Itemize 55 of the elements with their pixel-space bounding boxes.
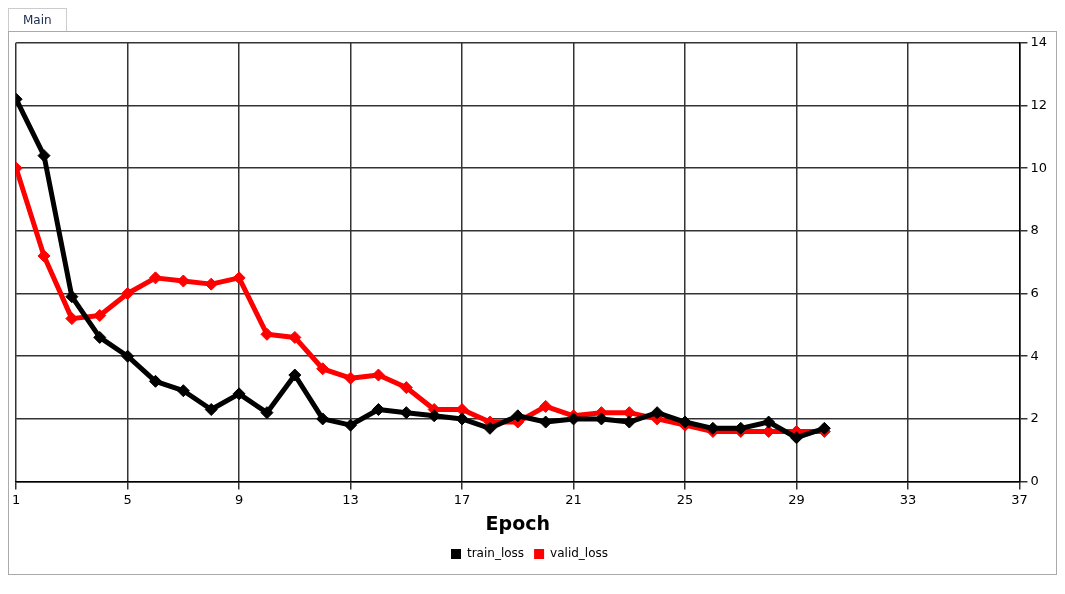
point [511, 409, 525, 423]
point [650, 406, 664, 420]
point [176, 384, 190, 398]
point [121, 349, 135, 363]
point [93, 308, 107, 322]
legend-label: valid_loss [550, 546, 609, 561]
y-tick-label: 14 [1030, 34, 1047, 50]
point [344, 418, 358, 432]
y-tick-label: 12 [1030, 96, 1047, 112]
point [148, 374, 162, 388]
x-tick-label: 5 [123, 491, 132, 507]
point [762, 415, 776, 429]
point [399, 381, 413, 395]
point [232, 387, 246, 401]
point [260, 327, 274, 341]
point [288, 368, 302, 382]
y-tick-label: 6 [1030, 284, 1039, 300]
point [37, 249, 51, 263]
y-tick-label: 8 [1030, 222, 1039, 238]
x-tick-label: 33 [899, 491, 917, 507]
point [371, 368, 385, 382]
point [148, 271, 162, 285]
point [399, 406, 413, 420]
y-tick-label: 0 [1030, 472, 1039, 488]
x-tick-label: 37 [1011, 491, 1028, 507]
x-tick-label: 13 [342, 491, 359, 507]
point [176, 274, 190, 288]
point [790, 431, 803, 445]
legend-label: train_loss [466, 546, 525, 561]
point [288, 330, 302, 344]
point [232, 271, 246, 285]
x-tick-label: 21 [565, 491, 582, 507]
point [121, 287, 135, 301]
point [371, 403, 385, 417]
x-tick-label: 29 [788, 491, 805, 507]
point [37, 149, 51, 163]
y-tick-label: 4 [1030, 347, 1039, 363]
x-axis-title: Epoch [485, 511, 551, 534]
x-tick-label: 9 [234, 491, 244, 507]
point [204, 403, 218, 417]
x-tick-label: 17 [453, 491, 471, 507]
point [260, 406, 274, 420]
y-tick-label: 2 [1030, 410, 1039, 426]
x-tick-label: 1 [11, 491, 21, 507]
point [316, 412, 330, 426]
point [65, 312, 79, 326]
point [539, 399, 553, 413]
point [316, 362, 330, 376]
chart-title: Main [8, 8, 67, 31]
point [65, 290, 79, 304]
point [427, 409, 441, 423]
point [93, 330, 107, 344]
y-tick-label: 10 [1030, 159, 1047, 175]
x-tick-label: 25 [676, 491, 694, 507]
point [483, 421, 497, 435]
